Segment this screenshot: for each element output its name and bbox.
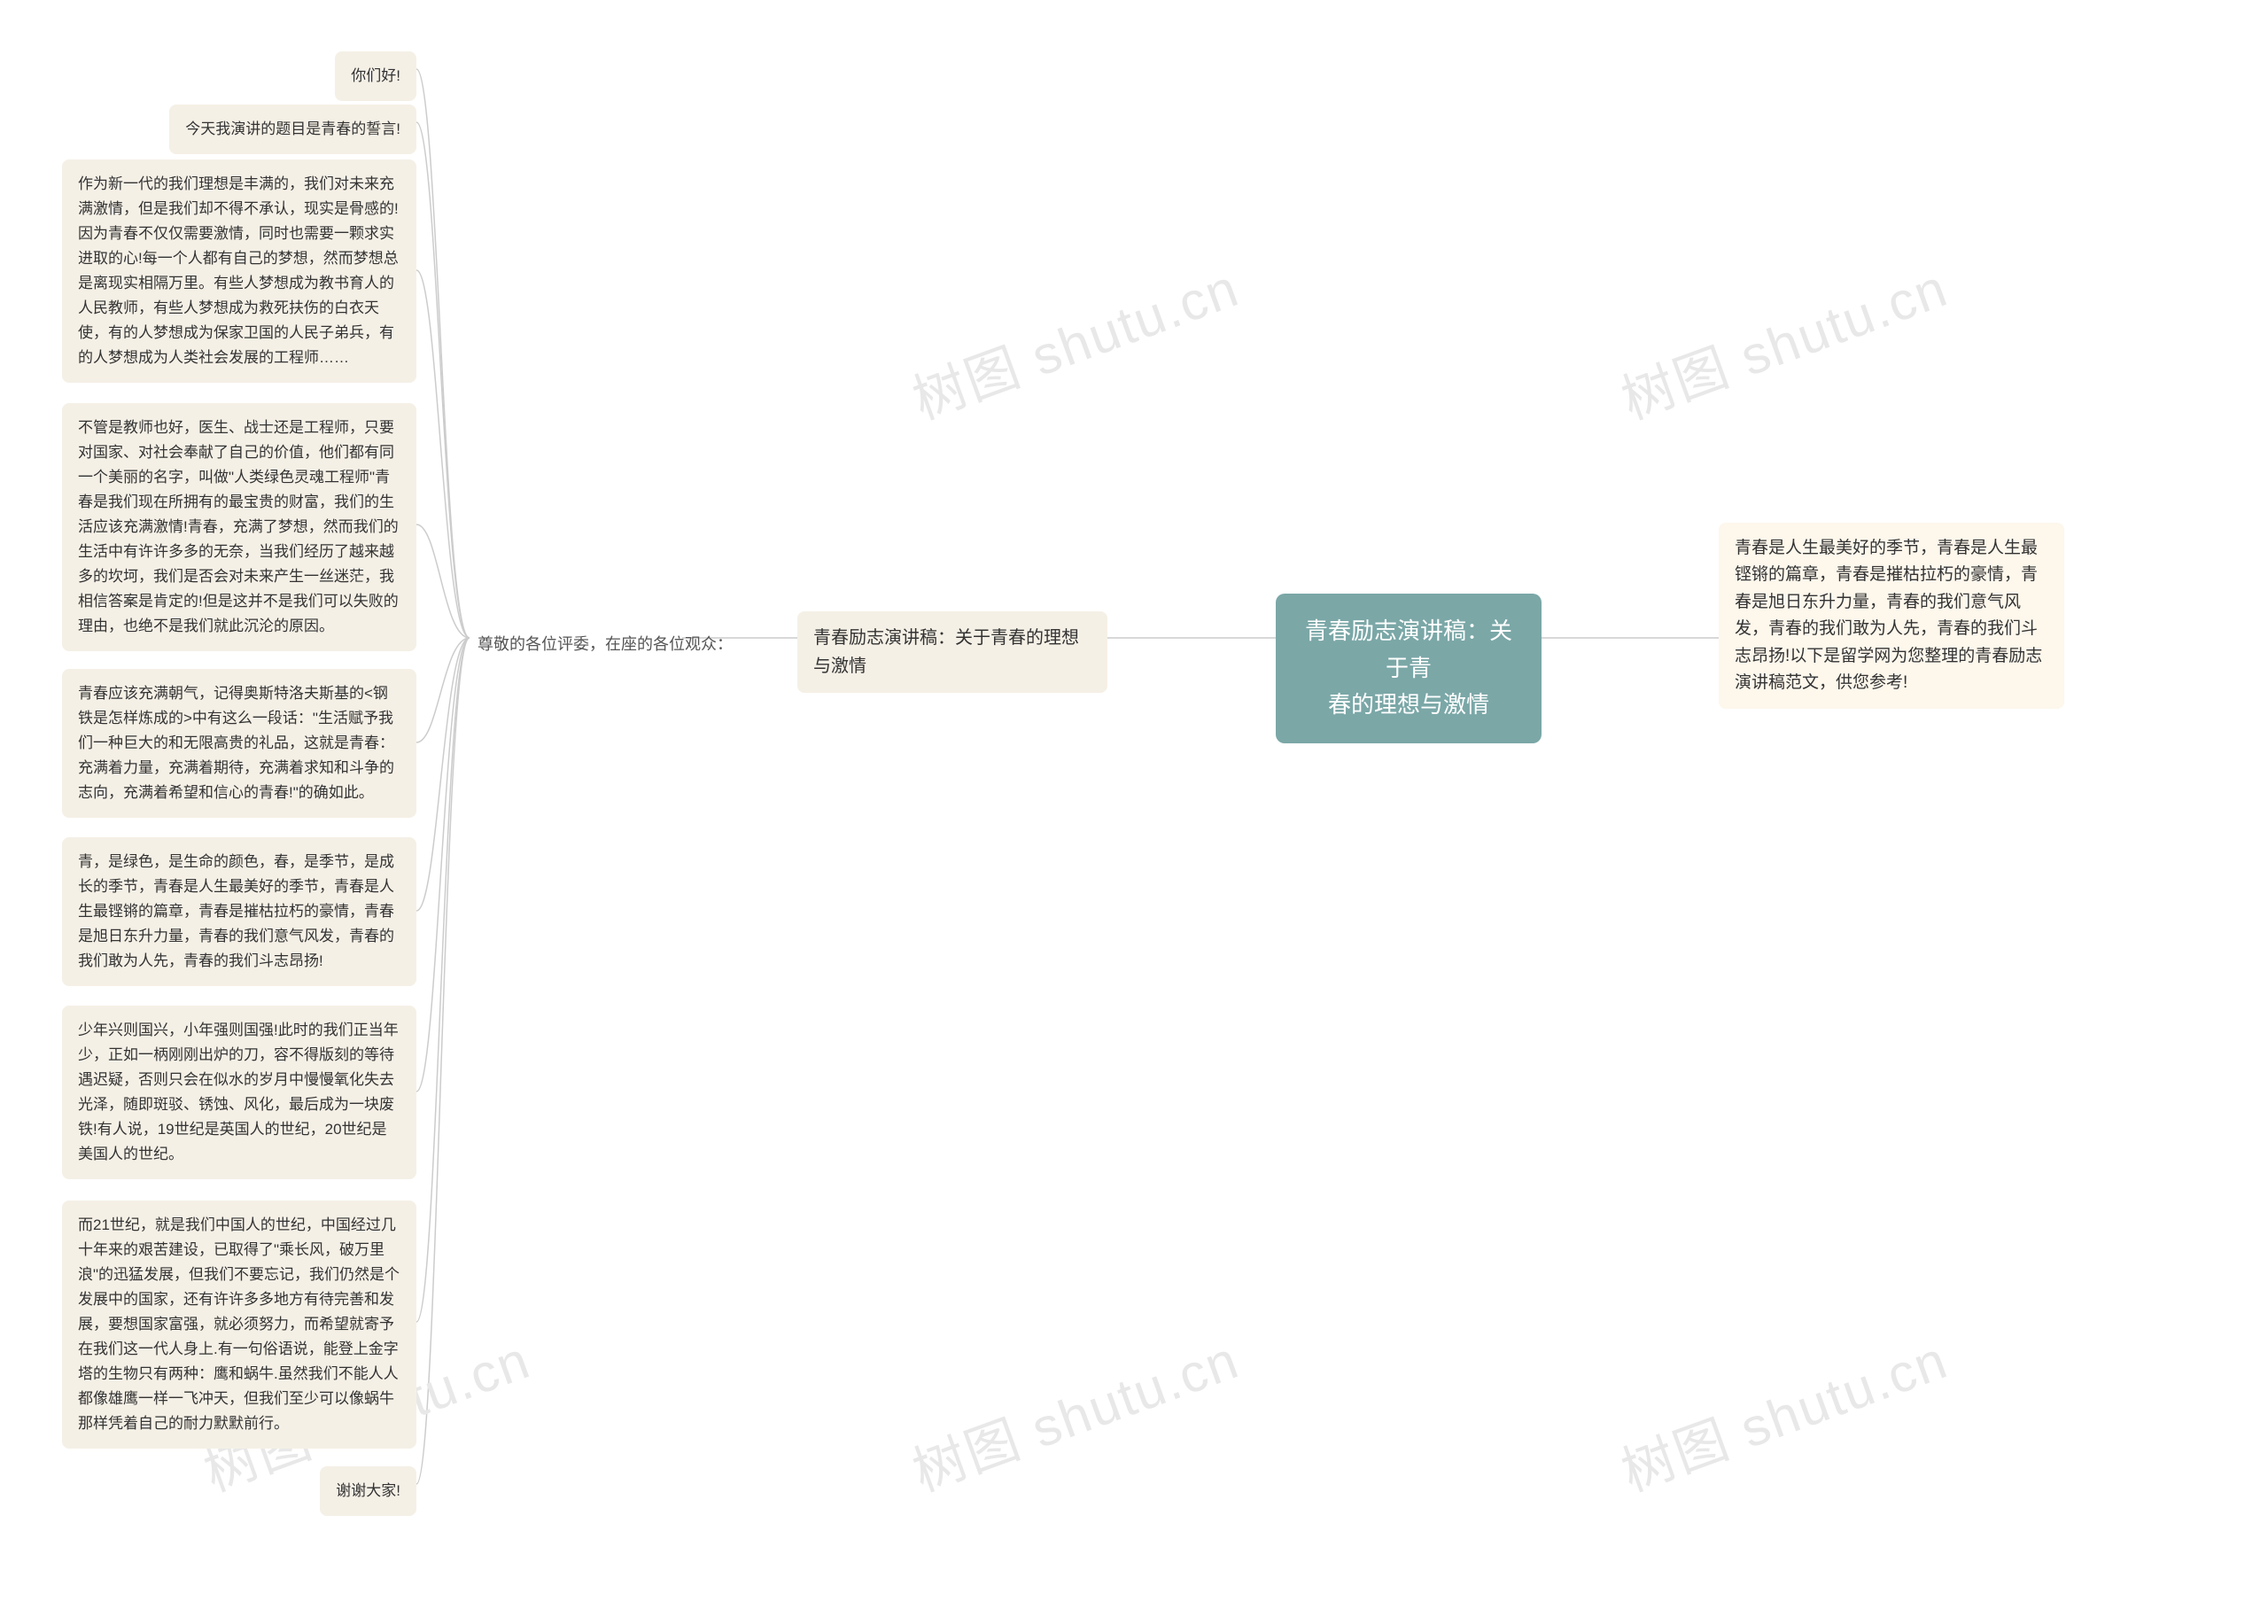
watermark: 树图 shutu.cn bbox=[901, 245, 1248, 435]
watermark: 树图 shutu.cn bbox=[901, 1317, 1248, 1507]
root-line2: 春的理想与激情 bbox=[1301, 687, 1517, 724]
leaf-node[interactable]: 你们好! bbox=[335, 51, 416, 101]
level1-node[interactable]: 青春励志演讲稿：关于青春的理想与激情 bbox=[797, 611, 1107, 693]
leaf-node[interactable]: 谢谢大家! bbox=[320, 1466, 416, 1516]
leaf-node[interactable]: 青春应该充满朝气，记得奥斯特洛夫斯基的<钢铁是怎样炼成的>中有这么一段话："生活… bbox=[62, 669, 416, 818]
watermark: 树图 shutu.cn bbox=[1610, 245, 1957, 435]
watermark: 树图 shutu.cn bbox=[1610, 1317, 1957, 1507]
leaf-node[interactable]: 而21世纪，就是我们中国人的世纪，中国经过几十年来的艰苦建设，已取得了"乘长风，… bbox=[62, 1201, 416, 1449]
level2-label: 尊敬的各位评委，在座的各位观众： bbox=[474, 625, 736, 664]
leaf-node[interactable]: 少年兴则国兴，小年强则国强!此时的我们正当年少，正如一柄刚刚出炉的刀，容不得版刻… bbox=[62, 1006, 416, 1179]
leaf-node[interactable]: 不管是教师也好，医生、战士还是工程师，只要对国家、对社会奉献了自己的价值，他们都… bbox=[62, 403, 416, 651]
leaf-node[interactable]: 作为新一代的我们理想是丰满的，我们对未来充满激情，但是我们却不得不承认，现实是骨… bbox=[62, 159, 416, 383]
root-line1: 青春励志演讲稿：关于青 bbox=[1301, 613, 1517, 687]
mindmap-root[interactable]: 青春励志演讲稿：关于青 春的理想与激情 bbox=[1276, 594, 1542, 743]
leaf-node[interactable]: 今天我演讲的题目是青春的誓言! bbox=[169, 105, 416, 154]
summary-node[interactable]: 青春是人生最美好的季节，青春是人生最铿锵的篇章，青春是摧枯拉朽的豪情，青春是旭日… bbox=[1719, 523, 2064, 709]
leaf-node[interactable]: 青，是绿色，是生命的颜色，春，是季节，是成长的季节，青春是人生最美好的季节，青春… bbox=[62, 837, 416, 986]
